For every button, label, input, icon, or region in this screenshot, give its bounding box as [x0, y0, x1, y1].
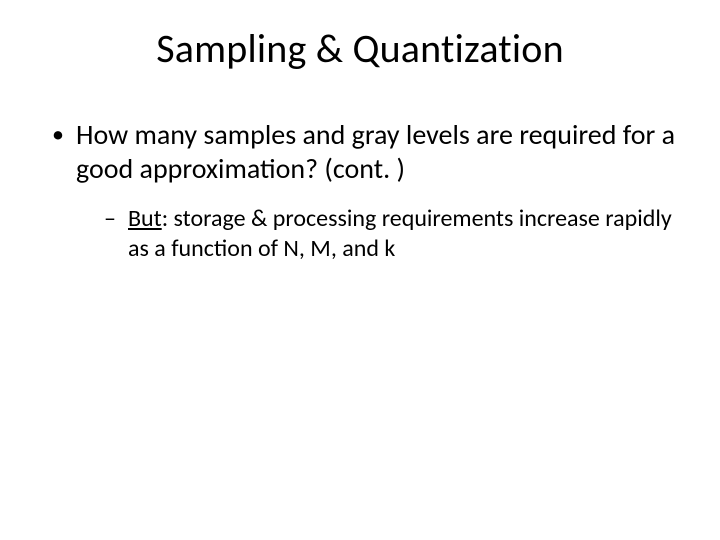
bullet-lead-underlined: But: [128, 204, 162, 233]
list-item: But: storage & processing requirements i…: [102, 204, 678, 264]
bullet-list-level1: How many samples and gray levels are req…: [48, 118, 678, 264]
slide: Sampling & Quantization How many samples…: [0, 0, 720, 540]
bullet-list-level2: But: storage & processing requirements i…: [76, 204, 678, 264]
bullet-text: How many samples and gray levels are req…: [76, 117, 675, 186]
slide-body: How many samples and gray levels are req…: [48, 118, 678, 284]
list-item: How many samples and gray levels are req…: [48, 118, 678, 264]
bullet-text: : storage & processing requirements incr…: [128, 204, 672, 263]
slide-title: Sampling & Quantization: [0, 24, 720, 73]
